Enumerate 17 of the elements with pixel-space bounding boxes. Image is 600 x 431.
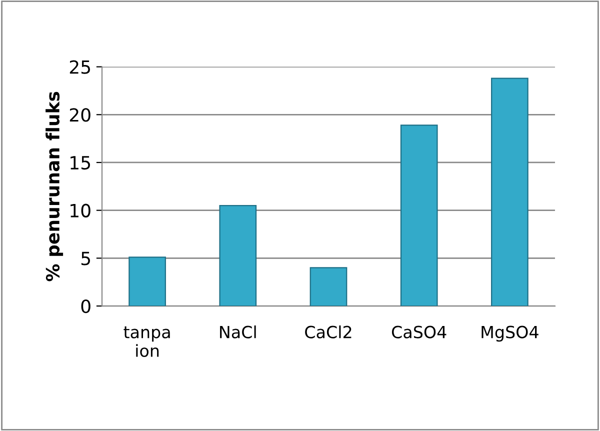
bar [400, 124, 438, 306]
y-tick-label: 0 [81, 299, 90, 314]
bar [219, 204, 257, 306]
bar [128, 256, 166, 306]
y-tick-label: 25 [70, 60, 90, 74]
bar [491, 78, 528, 306]
x-tick-label: tanpa ion [124, 326, 170, 358]
y-tick-label: 5 [81, 252, 90, 266]
x-tick-label: MgSO4 [482, 326, 538, 342]
x-tick-label: CaSO4 [392, 326, 446, 338]
y-tick-label: 20 [70, 108, 90, 122]
bar [310, 267, 348, 306]
y-tick-label: 10 [70, 204, 90, 218]
y-tick-label: 15 [70, 156, 90, 170]
x-tick-label: NaCl [220, 325, 256, 338]
y-axis-title: % penurunan fluks [46, 92, 64, 282]
x-tick-label: CaCl2 [305, 325, 352, 338]
